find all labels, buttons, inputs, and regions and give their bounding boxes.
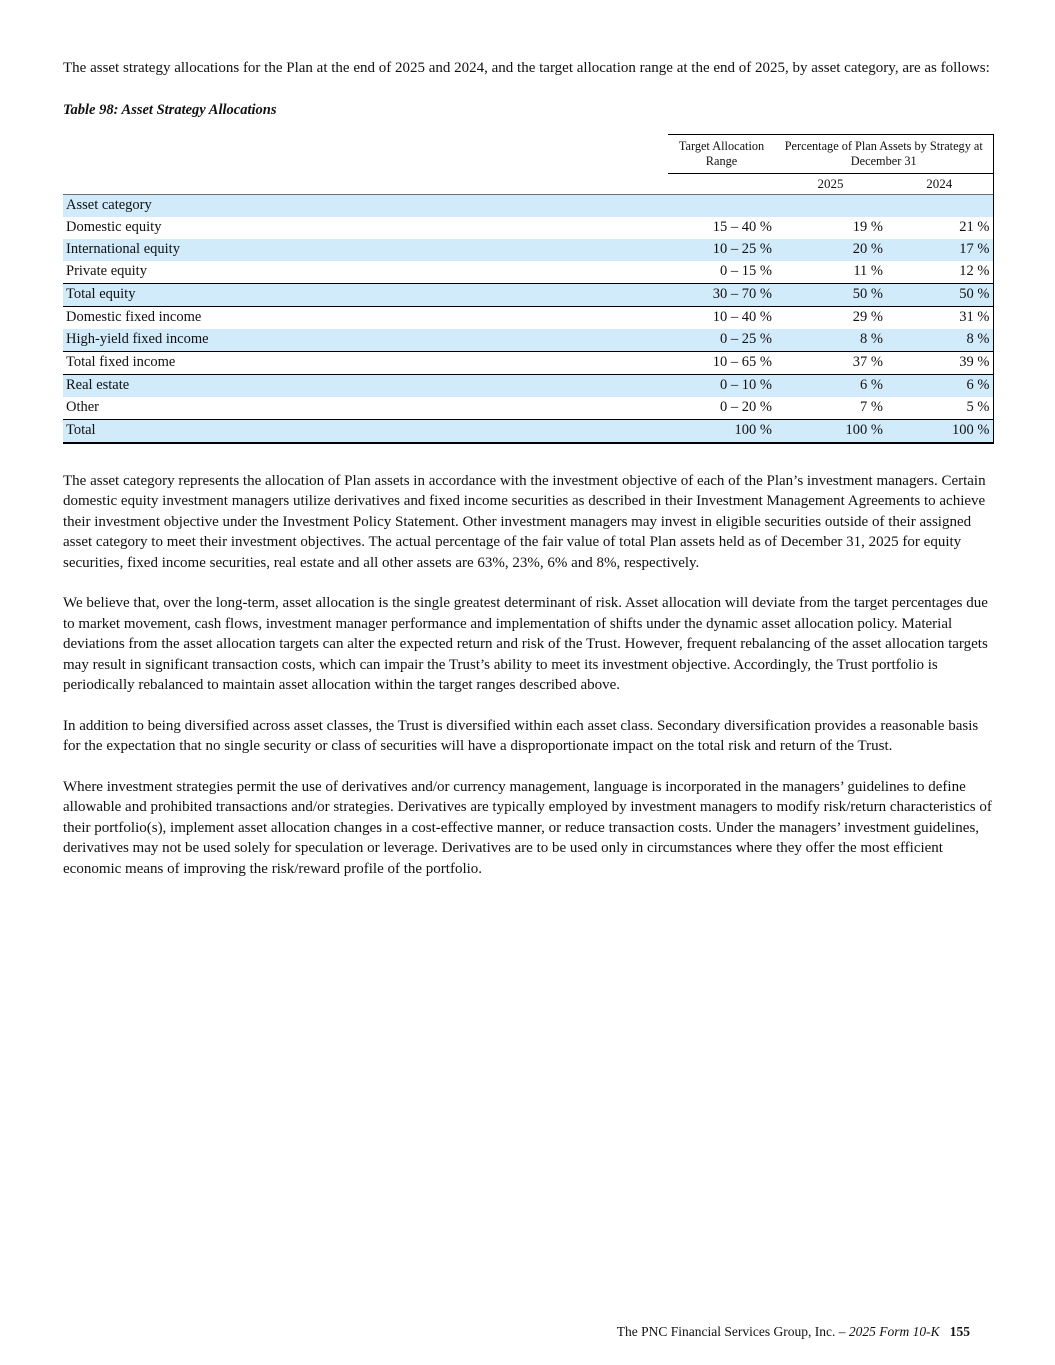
col-header-2024: 2024 <box>886 173 994 194</box>
value-2024-cell: 31 % <box>886 306 994 329</box>
value-2024-cell: 21 % <box>886 216 994 239</box>
range-cell: 0 – 15 % <box>720 263 772 279</box>
range-cell: 0 – 25 % <box>668 328 775 351</box>
value-2024-cell: 6 % <box>886 374 994 397</box>
body-paragraph-4: Where investment strategies permit the u… <box>63 778 992 877</box>
range-cell: 100 % <box>668 418 775 444</box>
subheader-spacer-cell <box>63 173 668 194</box>
footer-form-title: 2025 Form 10-K <box>848 1324 940 1339</box>
value-2025-cell: 8 % <box>775 328 886 351</box>
table-row-other: Other 0 – 20 % 7 % 5 % <box>63 396 994 419</box>
col-header-target-range: Target Allocation Range <box>668 133 775 174</box>
body-paragraph-1: The asset category represents the alloca… <box>63 472 986 571</box>
col-header-2025: 2025 <box>817 175 844 191</box>
value-2025-cell: 20 % <box>775 238 886 261</box>
table-row-asset-category: Asset category <box>63 193 994 217</box>
table-row-international-equity: International equity 10 – 25 % 20 % 17 % <box>63 238 994 261</box>
row-label: International equity <box>63 238 668 261</box>
value-2025-cell: 50 % <box>775 282 886 307</box>
value-2024-cell: 17 % <box>886 238 994 261</box>
intro-paragraph: The asset strategy allocations for the P… <box>63 60 990 76</box>
row-label: Private equity <box>66 263 147 279</box>
table-row-domestic-equity: Domestic equity 15 – 40 % 19 % 21 % <box>63 216 994 239</box>
table-subheader-row: 2025 2024 <box>63 173 994 194</box>
row-label: Domestic fixed income <box>66 309 202 325</box>
value-2024-cell: 8 % <box>886 328 994 351</box>
value-2025-cell: 100 % <box>775 418 886 444</box>
col-header-pct-group: Percentage of Plan Assets by Strategy at… <box>775 133 994 174</box>
table-row-total: Total 100 % 100 % 100 % <box>63 418 994 444</box>
range-cell: 10 – 40 % <box>712 309 772 325</box>
value-2025-cell <box>775 193 886 217</box>
row-label: Other <box>66 399 100 415</box>
table-row-total-fixed-income: Total fixed income 10 – 65 % 37 % 39 % <box>63 350 994 375</box>
row-label: Domestic equity <box>66 219 162 235</box>
subheader-spacer-cell <box>668 173 775 194</box>
row-label: Total <box>63 418 668 444</box>
row-label: High-yield fixed income <box>63 328 668 351</box>
value-2025-cell: 19 % <box>852 219 883 235</box>
table-row-private-equity: Private equity 0 – 15 % 11 % 12 % <box>63 260 994 283</box>
value-2025-cell: 29 % <box>852 309 883 325</box>
body-paragraph-3: In addition to being diversified across … <box>63 717 979 755</box>
table-header-row: Target Allocation Range Percentage of Pl… <box>63 133 994 174</box>
body-paragraph-2: We believe that, over the long-term, ass… <box>63 595 988 693</box>
range-cell: 0 – 10 % <box>668 374 775 397</box>
range-cell: 0 – 20 % <box>720 399 772 415</box>
footer-page-number: 155 <box>949 1324 970 1339</box>
row-label: Real estate <box>63 374 668 397</box>
value-2025-cell: 11 % <box>853 263 883 279</box>
value-2024-cell: 39 % <box>886 350 994 375</box>
value-2024-cell: 12 % <box>886 260 994 283</box>
value-2025-cell: 37 % <box>775 350 886 375</box>
value-2024-cell: 50 % <box>886 282 994 307</box>
table-row-high-yield-fixed-income: High-yield fixed income 0 – 25 % 8 % 8 % <box>63 328 994 351</box>
row-label: Total fixed income <box>63 350 668 375</box>
range-cell: 10 – 65 % <box>668 350 775 375</box>
range-cell: 15 – 40 % <box>712 219 772 235</box>
table-title: Table 98: Asset Strategy Allocations <box>63 101 277 118</box>
page-footer: The PNC Financial Services Group, Inc. –… <box>617 1324 970 1340</box>
range-cell <box>668 193 775 217</box>
table-row-domestic-fixed-income: Domestic fixed income 10 – 40 % 29 % 31 … <box>63 306 994 329</box>
row-label: Total equity <box>63 282 668 307</box>
header-spacer-cell <box>63 134 668 173</box>
range-cell: 30 – 70 % <box>668 282 775 307</box>
value-2024-cell <box>886 193 994 217</box>
table-row-real-estate: Real estate 0 – 10 % 6 % 6 % <box>63 374 994 397</box>
range-cell: 10 – 25 % <box>668 238 775 261</box>
value-2025-cell: 7 % <box>860 399 883 415</box>
asset-strategy-allocations-table: Target Allocation Range Percentage of Pl… <box>63 133 994 444</box>
value-2024-cell: 100 % <box>886 418 994 444</box>
row-label: Asset category <box>63 193 668 217</box>
value-2024-cell: 5 % <box>886 396 994 419</box>
table-row-total-equity: Total equity 30 – 70 % 50 % 50 % <box>63 282 994 307</box>
value-2025-cell: 6 % <box>775 374 886 397</box>
footer-company-name: The PNC Financial Services Group, Inc. – <box>616 1324 849 1339</box>
